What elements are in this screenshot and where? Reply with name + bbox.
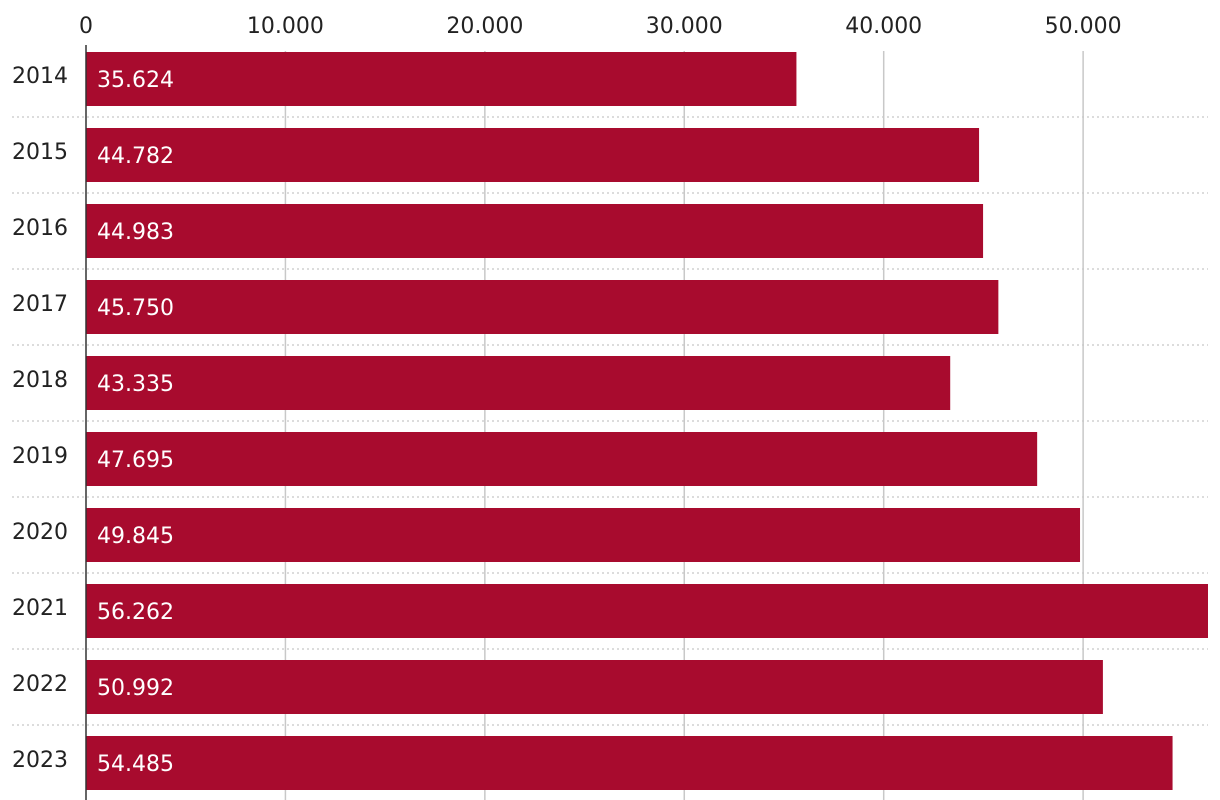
bar-2022 <box>86 660 1103 714</box>
bar-value-label: 47.695 <box>97 448 174 473</box>
x-tick-label: 30.000 <box>646 14 723 39</box>
bar-2020 <box>86 508 1081 562</box>
y-category-label: 2022 <box>12 672 68 697</box>
y-category-label: 2016 <box>12 216 68 241</box>
bar-value-label: 50.992 <box>97 676 174 701</box>
bar-value-label: 45.750 <box>97 296 174 321</box>
bar-value-label: 35.624 <box>97 68 174 93</box>
x-tick-label: 40.000 <box>845 14 922 39</box>
y-category-label: 2017 <box>12 292 68 317</box>
y-category-label: 2020 <box>12 520 68 545</box>
bar-2023 <box>86 736 1173 790</box>
labels: 0 10.000 20.000 30.000 40.000 50.000 35.624 201… <box>12 14 1122 777</box>
x-tick-label: 50.000 <box>1045 14 1122 39</box>
bars <box>86 52 1208 790</box>
bar-2021 <box>86 584 1208 638</box>
bar-2016 <box>86 204 984 258</box>
bar-2019 <box>86 432 1038 486</box>
bar-2014 <box>86 52 797 106</box>
bar-value-label: 54.485 <box>97 752 174 777</box>
y-category-label: 2021 <box>12 596 68 621</box>
bar-2015 <box>86 128 980 182</box>
x-tick-label: 0 <box>79 14 93 39</box>
bar-2018 <box>86 356 951 410</box>
bar-value-label: 44.782 <box>97 144 174 169</box>
y-category-label: 2023 <box>12 748 68 773</box>
bar-value-label: 43.335 <box>97 372 174 397</box>
bar-value-label: 56.262 <box>97 600 174 625</box>
bar-value-label: 49.845 <box>97 524 174 549</box>
bar-2017 <box>86 280 999 334</box>
bar-value-label: 44.983 <box>97 220 174 245</box>
y-category-label: 2015 <box>12 140 68 165</box>
y-category-label: 2014 <box>12 64 68 89</box>
x-tick-label: 20.000 <box>446 14 523 39</box>
x-tick-label: 10.000 <box>247 14 324 39</box>
y-category-label: 2018 <box>12 368 68 393</box>
y-category-label: 2019 <box>12 444 68 469</box>
row-separators <box>12 116 1208 726</box>
